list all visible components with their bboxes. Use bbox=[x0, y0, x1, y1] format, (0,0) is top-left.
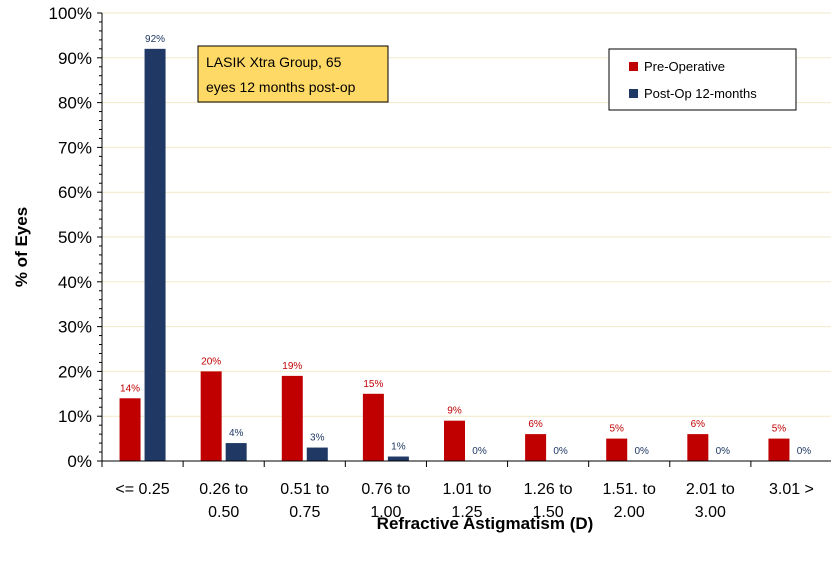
data-label-pre-operative: 15% bbox=[363, 379, 383, 390]
bar-pre-operative bbox=[119, 398, 141, 461]
data-labels: 14% 92% 20% 4% 19% 3% 15% 1% 9% 0% 6% 0% 5% 0% 6% 0% 5% 0… bbox=[120, 34, 811, 457]
legend-swatch-post-op bbox=[629, 89, 638, 98]
data-label-pre-operative: 19% bbox=[282, 361, 302, 372]
x-tick-label: 0.76 to 1.00 bbox=[361, 481, 410, 521]
bars bbox=[119, 48, 790, 462]
axes bbox=[97, 12, 831, 467]
data-label-pre-operative: 9% bbox=[447, 406, 462, 417]
y-tick-label: 0% bbox=[67, 452, 92, 471]
gridlines bbox=[102, 12, 831, 417]
bar-post-op-12-months bbox=[387, 456, 409, 461]
annotation-line-1: LASIK Xtra Group, 65 bbox=[206, 54, 342, 70]
y-tick-label: 60% bbox=[58, 183, 92, 202]
bar-pre-operative bbox=[525, 434, 547, 461]
bar-post-op-12-months bbox=[144, 48, 166, 462]
data-label-post-op-12-months: 92% bbox=[145, 34, 165, 45]
y-tick-label: 30% bbox=[58, 318, 92, 337]
legend-label-pre-operative: Pre-Operative bbox=[644, 59, 725, 74]
data-label-post-op-12-months: 4% bbox=[229, 428, 244, 439]
data-label-pre-operative: 20% bbox=[201, 356, 221, 367]
data-label-pre-operative: 5% bbox=[772, 424, 787, 435]
y-tick-label: 100% bbox=[49, 4, 92, 23]
legend: Pre-Operative Post-Op 12-months bbox=[608, 48, 797, 111]
bar-pre-operative bbox=[606, 438, 628, 461]
y-tick-label: 90% bbox=[58, 49, 92, 68]
x-axis-title: Refractive Astigmatism (D) bbox=[377, 514, 594, 533]
annotation-line-2: eyes 12 months post-op bbox=[206, 79, 356, 95]
bar-pre-operative bbox=[768, 438, 790, 461]
annotation-box: LASIK Xtra Group, 65 eyes 12 months post… bbox=[197, 45, 389, 103]
y-tick-label: 20% bbox=[58, 362, 92, 381]
data-label-pre-operative: 14% bbox=[120, 383, 140, 394]
x-tick-label: 2.01 to 3.00 bbox=[686, 481, 735, 521]
x-tick-label: 3.01 > bbox=[769, 481, 814, 498]
data-label-post-op-12-months: 3% bbox=[310, 433, 325, 444]
data-label-pre-operative: 6% bbox=[691, 419, 706, 430]
y-tick-label: 80% bbox=[58, 94, 92, 113]
bar-post-op-12-months bbox=[225, 443, 247, 461]
legend-label-post-op: Post-Op 12-months bbox=[644, 86, 757, 101]
x-tick-label: 0.26 to 0.50 bbox=[199, 481, 248, 521]
x-tick-label: 1.01 to 1.25 bbox=[443, 481, 492, 521]
bar-pre-operative bbox=[200, 371, 222, 461]
data-label-post-op-12-months: 0% bbox=[716, 446, 731, 457]
data-label-post-op-12-months: 0% bbox=[472, 446, 487, 457]
y-axis-title: % of Eyes bbox=[12, 207, 31, 287]
data-label-post-op-12-months: 0% bbox=[634, 446, 649, 457]
bar-pre-operative bbox=[687, 434, 709, 461]
data-label-post-op-12-months: 1% bbox=[391, 442, 406, 453]
bar-pre-operative bbox=[281, 375, 303, 461]
x-tick-label: 1.26 to 1.50 bbox=[524, 481, 573, 521]
y-tick-label: 40% bbox=[58, 273, 92, 292]
y-tick-label: 50% bbox=[58, 228, 92, 247]
y-tick-label: 10% bbox=[58, 407, 92, 426]
data-label-post-op-12-months: 0% bbox=[797, 446, 812, 457]
x-tick-label: 0.51 to 0.75 bbox=[280, 481, 329, 521]
data-label-pre-operative: 6% bbox=[528, 419, 543, 430]
data-label-post-op-12-months: 0% bbox=[553, 446, 568, 457]
legend-swatch-pre-operative bbox=[629, 62, 638, 71]
bar-post-op-12-months bbox=[306, 447, 328, 461]
bar-pre-operative bbox=[444, 420, 465, 461]
x-tick-label: 1.51. to 2.00 bbox=[603, 481, 656, 521]
legend-box bbox=[608, 48, 797, 111]
x-tick-labels: <= 0.25 0.26 to 0.50 0.51 to 0.75 0.76 to 1.00… bbox=[115, 481, 813, 521]
y-tick-label: 70% bbox=[58, 138, 92, 157]
bar-pre-operative bbox=[362, 393, 384, 461]
x-tick-label: <= 0.25 bbox=[115, 481, 169, 498]
y-tick-labels: 0% 10% 20% 30% 40% 50% 60% 70% 80% 90% 100% bbox=[49, 4, 92, 471]
annotation-background bbox=[197, 45, 389, 103]
data-label-pre-operative: 5% bbox=[609, 424, 624, 435]
